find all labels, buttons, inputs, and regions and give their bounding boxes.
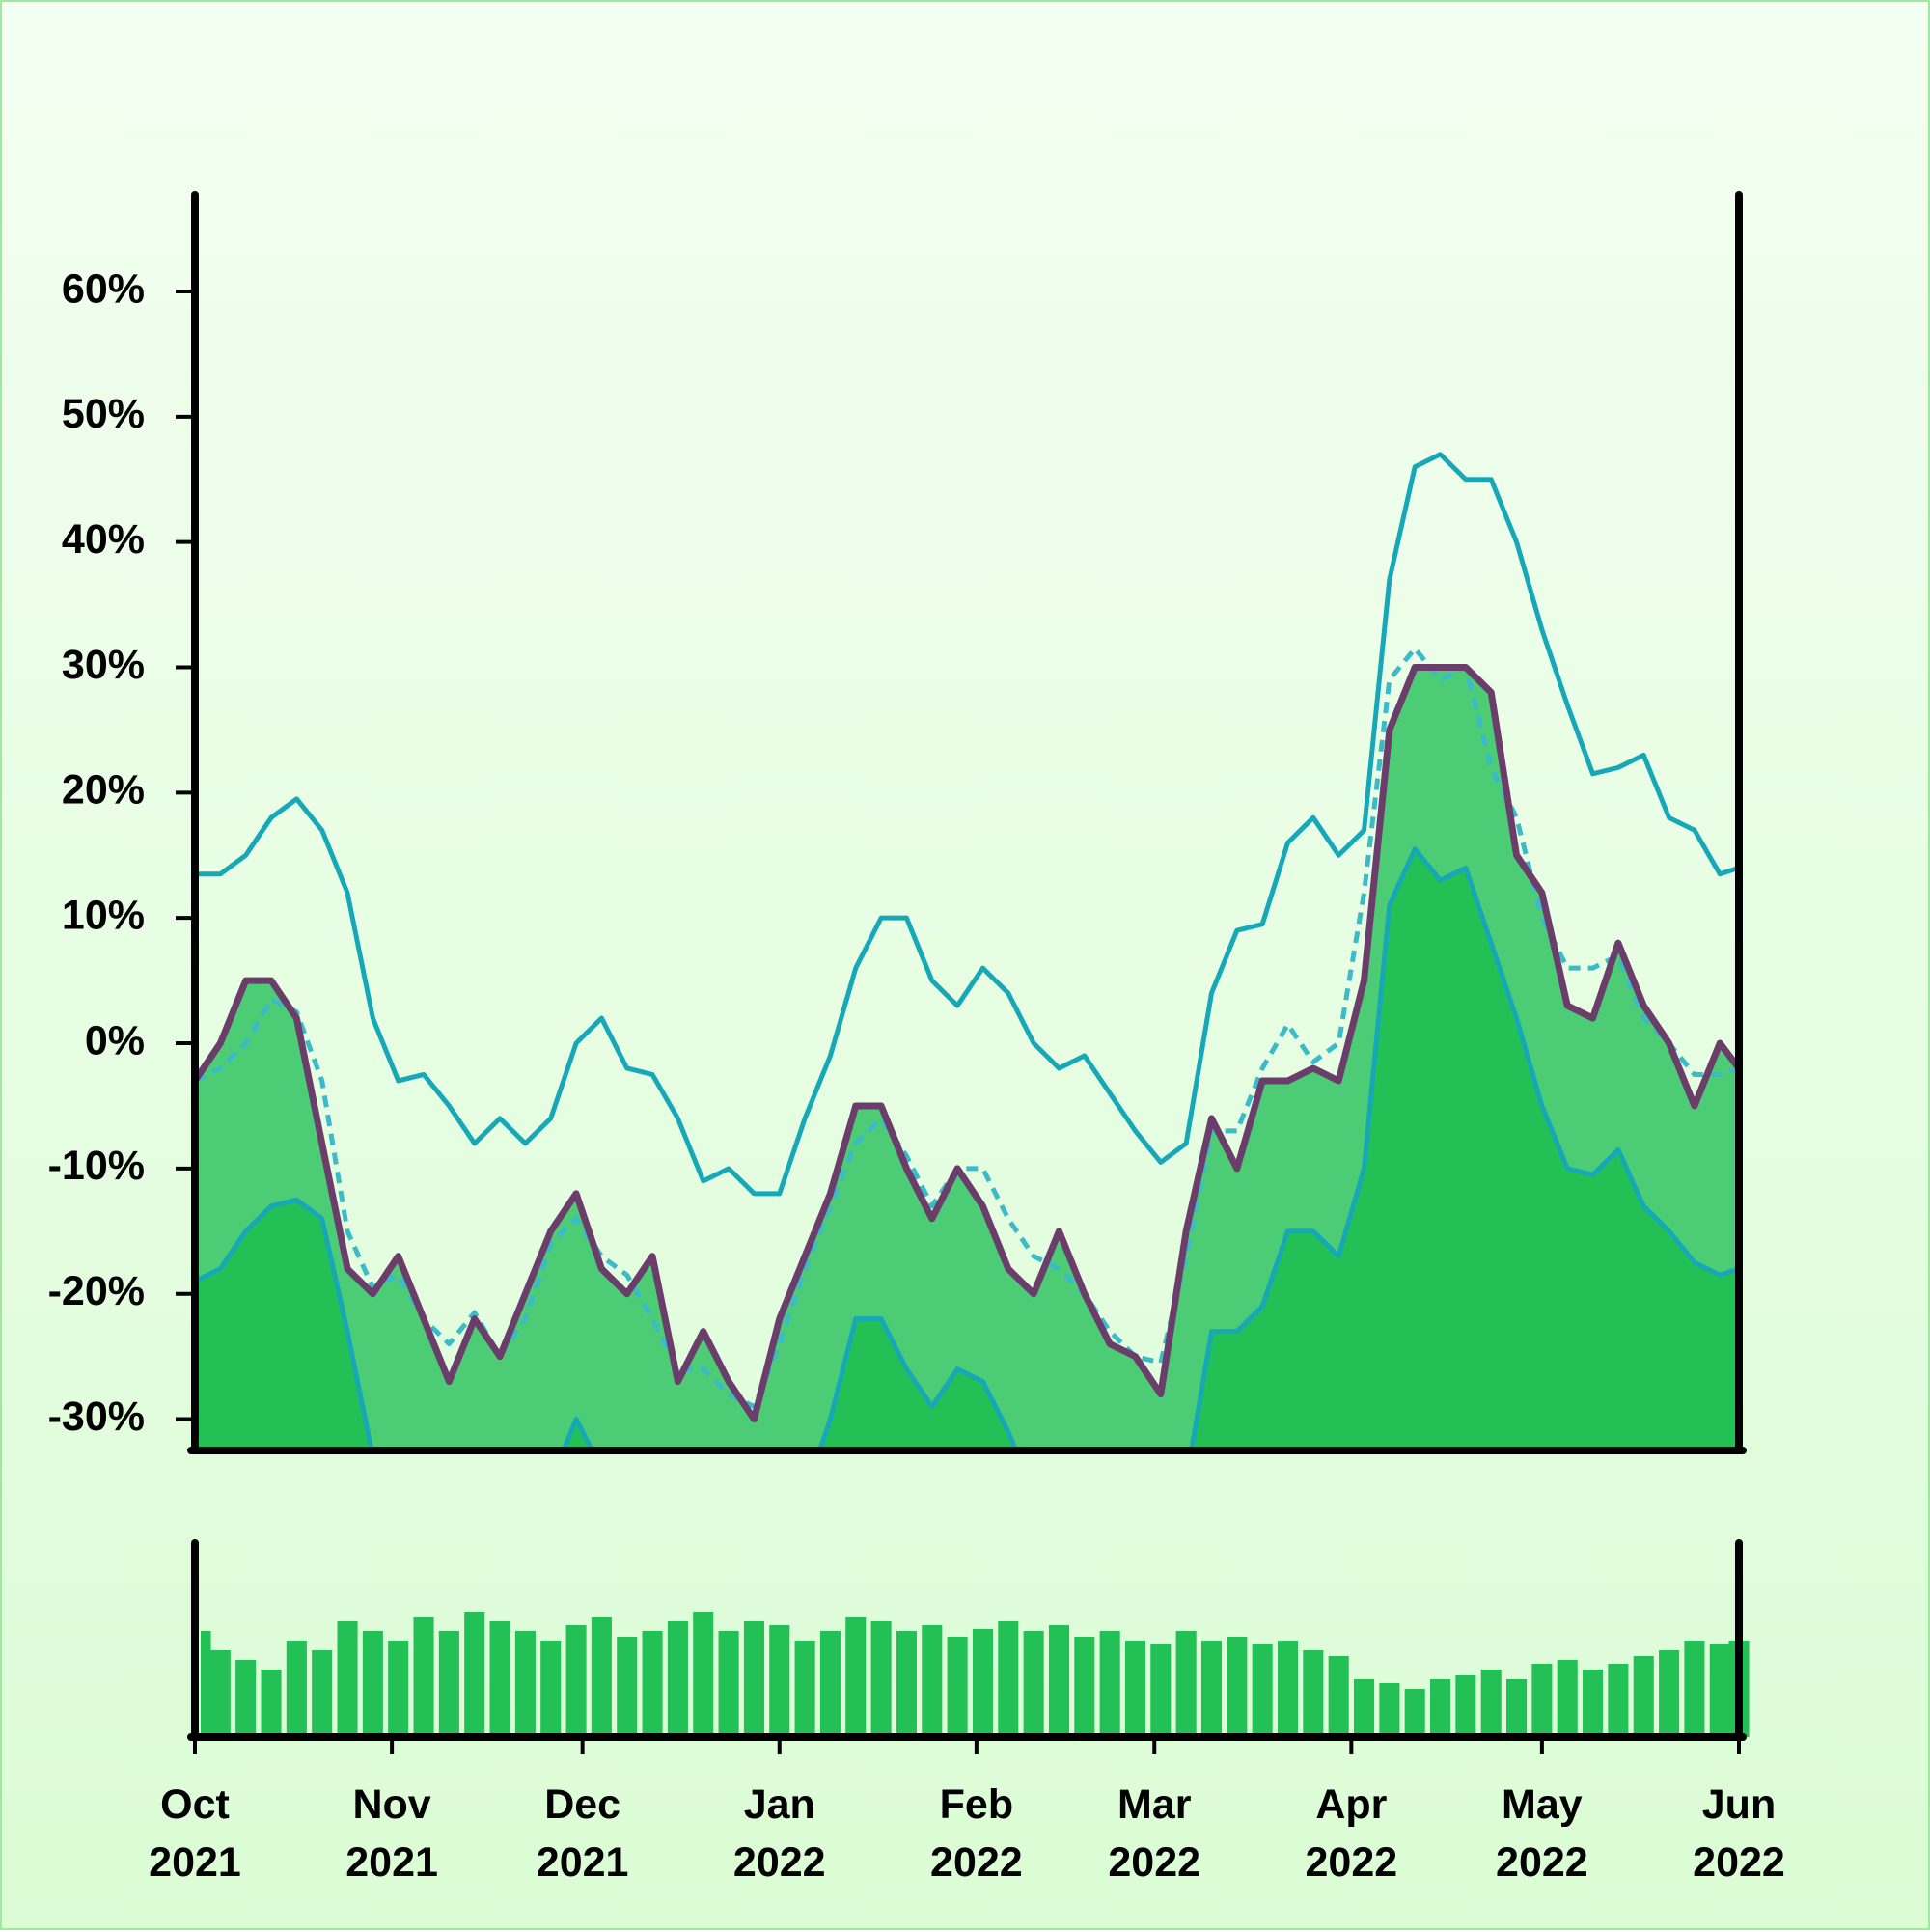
volume-bar: [388, 1641, 409, 1737]
y-tick-label: 30%: [62, 642, 145, 688]
volume-bar: [1150, 1644, 1172, 1737]
volume-bar: [591, 1617, 612, 1737]
volume-bar: [540, 1641, 562, 1737]
volume-bar: [514, 1631, 536, 1737]
x-tick-label: May 2022: [1496, 1781, 1588, 1886]
volume-bar: [1023, 1631, 1044, 1737]
volume-bar: [464, 1612, 485, 1737]
x-tick-label: Apr 2022: [1305, 1781, 1398, 1886]
volume-bar: [870, 1621, 892, 1737]
volume-bar: [1608, 1664, 1629, 1737]
volume-bar: [972, 1629, 993, 1737]
volume-bar: [1277, 1641, 1299, 1737]
volume-bar: [1455, 1675, 1476, 1737]
x-tick-label: Jun 2022: [1693, 1781, 1785, 1886]
volume-bar: [209, 1650, 231, 1737]
volume-bar: [286, 1641, 307, 1737]
x-tick-label: Mar 2022: [1108, 1781, 1201, 1886]
volume-bar: [1124, 1641, 1146, 1737]
y-tick-label: -10%: [48, 1143, 145, 1189]
y-tick-label: 0%: [85, 1017, 145, 1063]
volume-bar: [362, 1631, 383, 1737]
area-fill: [195, 848, 1739, 1450]
volume-bar: [1328, 1656, 1349, 1737]
volume-bar: [565, 1625, 587, 1737]
volume-bar: [1709, 1644, 1730, 1737]
volume-bar: [1353, 1679, 1375, 1737]
volume-bar: [1633, 1656, 1654, 1737]
volume-bar: [413, 1617, 434, 1737]
volume-bar: [201, 1631, 211, 1737]
y-tick-label: -20%: [48, 1268, 145, 1314]
band-line: [195, 452, 1739, 1197]
x-tick-label: Oct 2021: [149, 1781, 241, 1886]
y-tick-label: 10%: [62, 893, 145, 939]
volume-bar: [1303, 1650, 1324, 1737]
volume-bar: [1252, 1644, 1273, 1737]
x-tick-label: Nov 2021: [345, 1781, 438, 1886]
volume-bar: [1227, 1637, 1248, 1737]
volume-bar: [1583, 1670, 1604, 1737]
volume-bar: [337, 1621, 358, 1737]
volume-bar: [1048, 1625, 1070, 1737]
volume-bar: [1430, 1679, 1451, 1737]
volume-bar: [617, 1637, 638, 1737]
volume-bar: [261, 1670, 282, 1737]
x-tick-label: Dec 2021: [536, 1781, 629, 1886]
volume-bar: [1684, 1641, 1705, 1737]
volume-bar: [1175, 1631, 1197, 1737]
volume-bar: [1379, 1683, 1400, 1737]
band-line: [195, 846, 1739, 1450]
volume-bar: [1200, 1641, 1223, 1737]
volume-bar: [743, 1621, 764, 1737]
y-tick-label: 50%: [62, 391, 145, 437]
y-tick-label: 60%: [62, 265, 145, 312]
volume-bar: [1099, 1631, 1120, 1737]
volume-panel: [201, 1612, 1750, 1737]
volume-bar: [667, 1621, 688, 1737]
volume-bar: [1480, 1670, 1502, 1737]
axes: -30% -20% -10% 0% 10% 20% 30% 40% 50% 60%: [48, 191, 1747, 1754]
volume-bar: [1404, 1689, 1425, 1737]
volume-bar: [1074, 1637, 1095, 1737]
y-tick-label: 40%: [62, 516, 145, 563]
volume-bar: [922, 1625, 943, 1737]
x-tick-label: Jan 2022: [732, 1781, 826, 1886]
volume-bar: [998, 1621, 1019, 1737]
volume-bar: [947, 1637, 968, 1737]
volume-bar: [1557, 1660, 1578, 1737]
x-tick-label: Feb 2022: [930, 1781, 1023, 1886]
volume-bar: [693, 1612, 714, 1737]
volume-bar: [312, 1650, 333, 1737]
volume-bar: [718, 1631, 739, 1737]
y-tick-label: 20%: [62, 767, 145, 814]
price-line: [195, 663, 1739, 1423]
volume-bar: [896, 1631, 917, 1737]
plot-area: [195, 452, 1739, 1450]
volume-bar: [1506, 1679, 1528, 1737]
volume-bar: [845, 1617, 867, 1737]
volume-bar: [769, 1625, 790, 1737]
volume-bar: [489, 1621, 510, 1737]
volume-bar: [1531, 1664, 1553, 1737]
volume-bar: [794, 1641, 815, 1737]
volume-bar: [438, 1631, 459, 1737]
band-line: [195, 646, 1739, 1410]
volume-bar: [235, 1660, 257, 1737]
y-tick-label: -30%: [48, 1394, 145, 1440]
volume-bar: [819, 1631, 841, 1737]
volume-bar: [1659, 1650, 1680, 1737]
volume-bar: [642, 1631, 663, 1737]
